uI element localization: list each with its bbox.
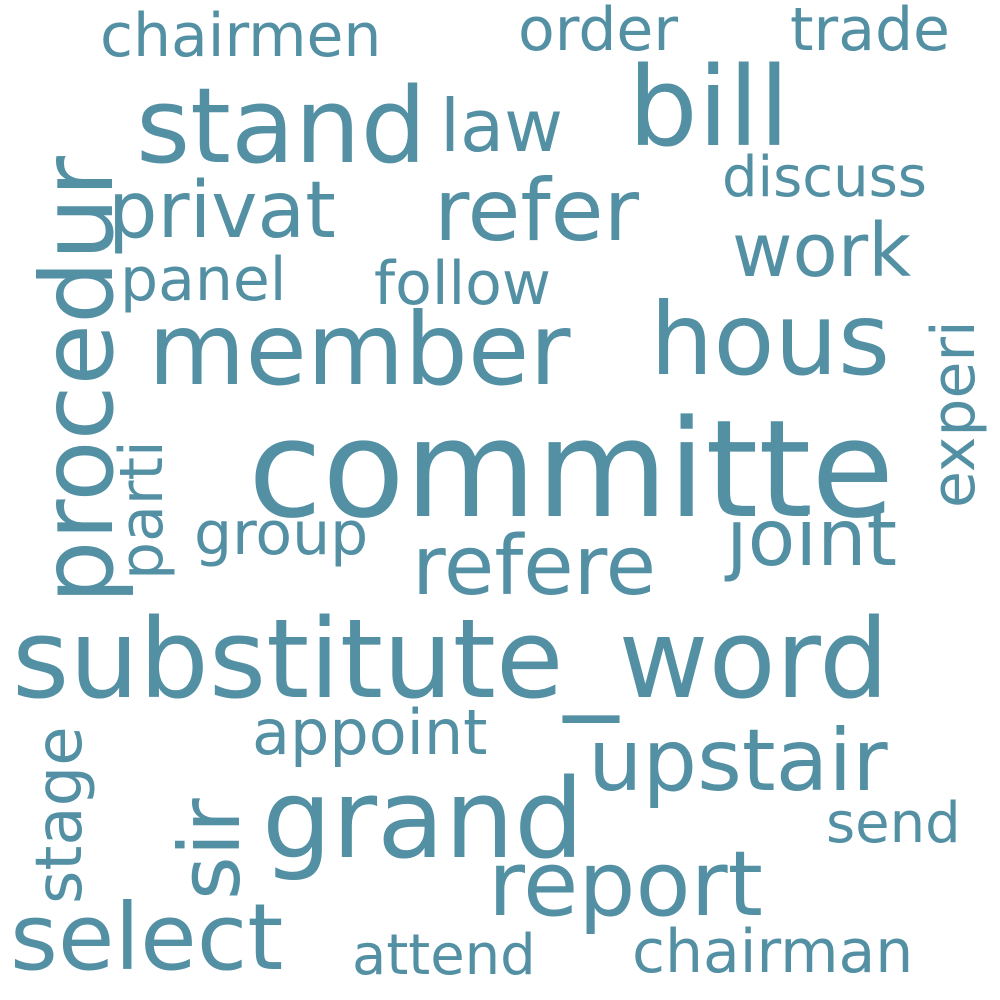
word-grand: grand [262, 755, 584, 883]
word-chairman: chairman [632, 917, 914, 987]
word-upstair: upstair [588, 711, 888, 811]
word-trade: trade [790, 0, 950, 65]
word-hous: hous [650, 281, 891, 398]
word-committe: committe [248, 391, 895, 548]
word-attend: attend [352, 923, 536, 988]
word-joint: joint [726, 494, 898, 584]
word-send: send [826, 791, 961, 856]
word-substitute-word: substitute_word [12, 595, 889, 723]
word-experi: experi [919, 320, 989, 508]
word-appoint: appoint [252, 696, 488, 769]
word-report: report [488, 832, 763, 937]
word-bill: bill [628, 43, 790, 171]
word-chairmen: chairmen [100, 1, 382, 71]
word-select: select [10, 884, 284, 991]
word-stage: stage [23, 726, 97, 904]
word-work: work [732, 208, 912, 294]
word-group: group [194, 499, 369, 569]
word-refer: refer [434, 161, 639, 261]
word-law: law [440, 84, 564, 168]
word-member: member [148, 291, 571, 408]
word-sir: sir [161, 798, 259, 900]
word-stand: stand [136, 65, 427, 187]
word-privat: privat [108, 166, 336, 256]
word-discuss: discuss [722, 145, 927, 210]
word-order: order [518, 0, 678, 65]
word-parti: parti [107, 440, 177, 580]
word-follow: follow [374, 249, 551, 319]
word-panel: panel [120, 245, 287, 315]
word-refere: refere [412, 519, 657, 614]
